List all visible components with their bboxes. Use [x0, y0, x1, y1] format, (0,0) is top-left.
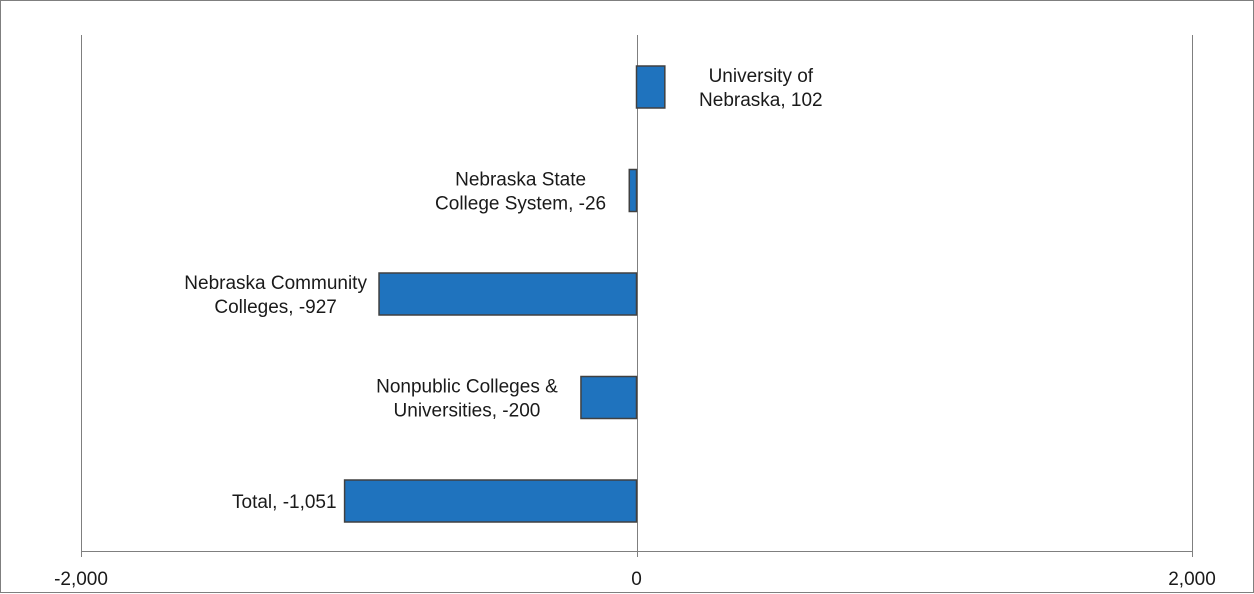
bar-university-of-nebraska [635, 65, 666, 109]
data-label-line: Nebraska, 102 [699, 90, 823, 111]
data-label: University of Nebraska, 102 [699, 66, 823, 111]
bar-nebraska-state-college-system [628, 168, 638, 213]
data-label: Nebraska State College System, -26 [435, 170, 606, 215]
x-tick-label: 0 [631, 569, 642, 590]
data-label-line: Nonpublic Colleges & [376, 377, 558, 398]
data-label-line: Nebraska State [455, 170, 586, 191]
data-label: Total, -1,051 [232, 492, 337, 513]
bar-total [343, 479, 638, 523]
data-label: Nebraska Community Colleges, -927 [184, 273, 367, 318]
bar-nonpublic-colleges-universities [580, 375, 638, 420]
data-label-line: University of [709, 66, 814, 87]
data-label-line: Universities, -200 [394, 401, 541, 422]
x-tick-label: -2,000 [54, 569, 108, 590]
data-labels: University of Nebraska, 102 Nebraska State… [184, 66, 822, 513]
gridlines [81, 35, 1193, 557]
data-label-line: College System, -26 [435, 194, 606, 215]
data-label: Nonpublic Colleges & Universities, -200 [376, 377, 558, 422]
x-axis: -2,000 0 2,000 [54, 551, 1216, 590]
bars [343, 65, 666, 523]
data-label-line: Nebraska Community [184, 273, 367, 294]
data-label-line: Colleges, -927 [214, 297, 337, 318]
data-label-line: Total, -1,051 [232, 492, 337, 513]
bar-nebraska-community-colleges [378, 272, 638, 316]
x-tick-label: 2,000 [1168, 569, 1216, 590]
